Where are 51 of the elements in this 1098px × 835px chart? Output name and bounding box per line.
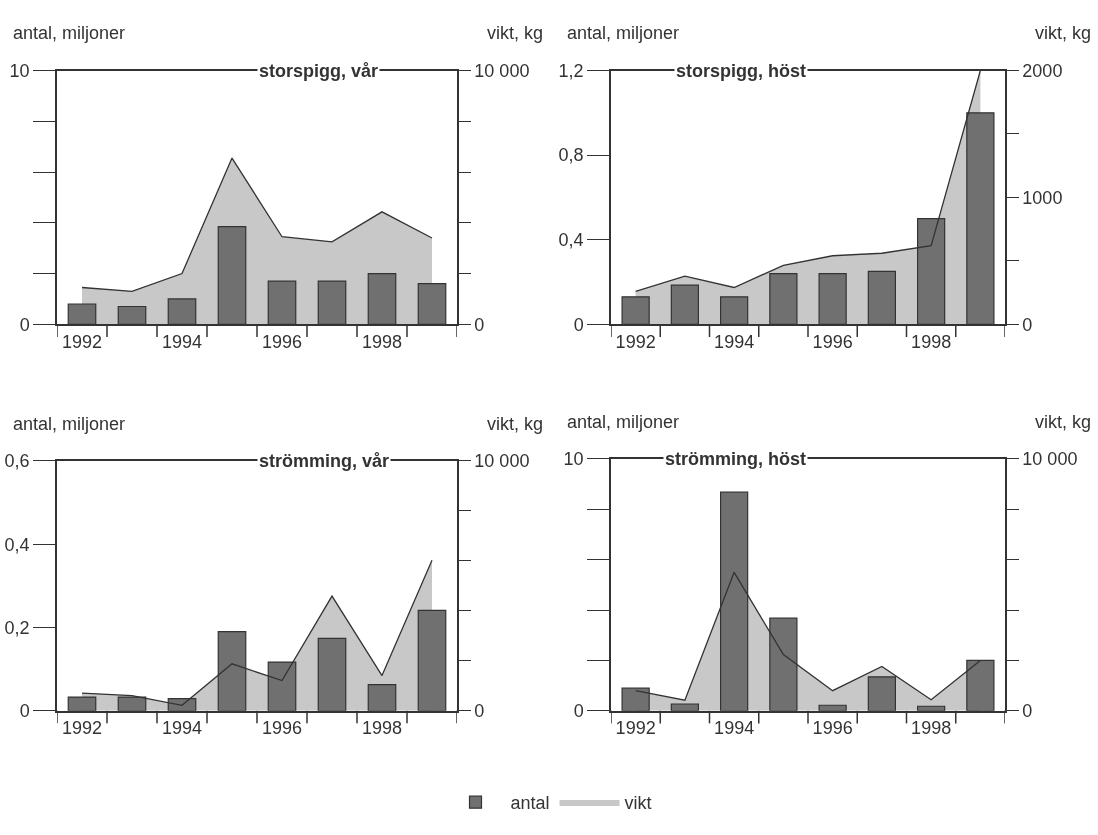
chart-title: strömming, vår [259,451,390,471]
y2-tick-label: 1000 [1022,187,1063,208]
y-axis-title: antal, miljoner [13,414,126,434]
x-tick-label: 1998 [911,331,952,352]
y-tick-label: 0 [573,701,584,722]
y-tick-label: 1,2 [558,60,584,81]
y2-axis-title: vikt, kg [487,414,544,434]
y2-tick-label: 2000 [1022,60,1063,81]
chart-title: storspigg, höst [676,61,806,81]
y2-axis-title: vikt, kg [1035,23,1092,43]
y-tick-label: 0,2 [4,617,30,638]
y2-axis-title: vikt, kg [1035,412,1092,432]
x-tick-label: 1996 [261,718,303,739]
y-tick-label: 10 [9,60,30,81]
x-tick-label: 1992 [61,331,103,352]
y-axis-title: antal, miljoner [567,412,680,432]
x-tick-label: 1994 [714,718,755,739]
y2-tick-label: 0 [1022,701,1033,722]
x-tick-label: 1996 [261,331,303,352]
chart-title: storspigg, vår [259,61,379,81]
x-tick-label: 1992 [615,331,656,352]
x-tick-label: 1992 [615,718,656,739]
y2-tick-label: 10 000 [474,60,530,81]
y-tick-label: 0,4 [558,229,584,250]
y-tick-label: 0,6 [4,451,30,472]
y-tick-label: 0 [19,314,30,335]
x-tick-label: 1992 [61,718,103,739]
y-tick-label: 0 [573,314,584,335]
x-tick-label: 1998 [911,718,952,739]
y2-tick-label: 10 000 [1022,449,1078,470]
legend-label: antal [510,793,550,814]
x-tick-label: 1998 [361,331,403,352]
y-axis-title: antal, miljoner [13,23,126,43]
y2-tick-label: 10 000 [474,451,530,472]
x-tick-label: 1994 [161,331,203,352]
y-axis-title: antal, miljoner [567,23,680,43]
x-tick-label: 1994 [714,331,755,352]
y2-tick-label: 0 [474,314,485,335]
y2-tick-label: 0 [1022,314,1033,335]
y-tick-label: 0 [19,701,30,722]
x-tick-label: 1996 [812,331,853,352]
x-tick-label: 1994 [161,718,203,739]
y-tick-label: 0,8 [558,145,584,166]
y2-tick-label: 0 [474,701,485,722]
x-tick-label: 1998 [361,718,403,739]
y-tick-label: 10 [563,449,584,470]
x-tick-label: 1996 [812,718,853,739]
legend-label: vikt [624,793,652,814]
chart-title: strömming, höst [665,449,807,469]
y-tick-label: 0,4 [4,534,30,555]
y2-axis-title: vikt, kg [487,23,544,43]
